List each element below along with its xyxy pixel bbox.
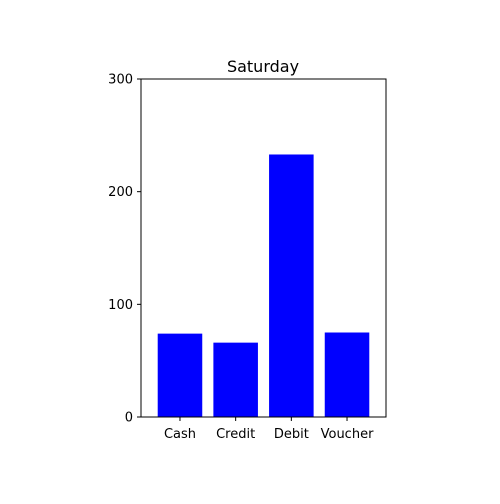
y-tick-label: 300 bbox=[108, 73, 133, 88]
bar-voucher bbox=[324, 332, 370, 417]
y-tick-label: 200 bbox=[108, 185, 133, 200]
x-tick-label: Debit bbox=[274, 427, 309, 442]
bars-layer bbox=[157, 154, 370, 417]
bar-credit bbox=[213, 342, 258, 417]
y-tick-label: 100 bbox=[108, 298, 133, 313]
x-tick-label: Voucher bbox=[321, 427, 374, 442]
x-tick-label: Cash bbox=[164, 427, 196, 442]
y-tick-label: 0 bbox=[125, 411, 133, 426]
axes-layer: Cash Credit Debit Voucher 0 100 200 300 bbox=[108, 73, 374, 443]
bar-debit bbox=[269, 154, 314, 417]
bar-cash bbox=[157, 333, 203, 417]
x-tick-label: Credit bbox=[216, 427, 255, 442]
plot-frame bbox=[140, 78, 387, 418]
chart-title: Saturday bbox=[227, 57, 299, 76]
